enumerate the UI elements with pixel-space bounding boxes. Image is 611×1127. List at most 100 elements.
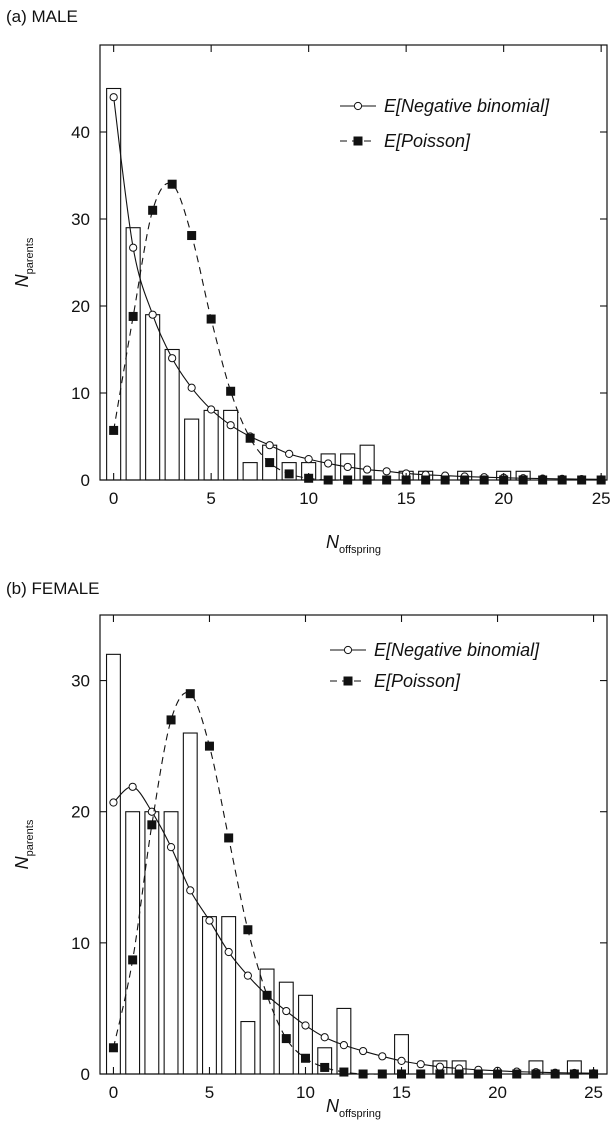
negative-binomial-point [382, 467, 391, 476]
x-axis-label: Noffspring [326, 532, 381, 556]
poisson-point [128, 311, 138, 321]
negative-binomial-point [304, 455, 313, 464]
negative-binomial-point [109, 93, 118, 102]
y-tick-label: 0 [81, 1065, 90, 1084]
poisson-point [245, 433, 255, 443]
poisson-point [166, 715, 176, 725]
negative-binomial-point [435, 1062, 445, 1071]
panel-title: (b) FEMALE [6, 579, 100, 598]
histogram-bar [105, 653, 121, 1075]
y-tick-label: 10 [71, 384, 90, 403]
negative-binomial-point [224, 947, 233, 957]
negative-binomial-point [324, 459, 333, 468]
y-tick-label: 10 [71, 934, 90, 953]
x-tick-label: 5 [205, 1083, 214, 1102]
histogram-bar [145, 314, 161, 481]
x-tick-label: 20 [488, 1083, 507, 1102]
negative-binomial-point [187, 383, 196, 392]
x-tick-label: 0 [109, 489, 118, 508]
histogram-bar [240, 1020, 256, 1075]
x-tick-label: 25 [584, 1083, 603, 1102]
poisson-point [284, 469, 294, 479]
negative-binomial-point [166, 843, 176, 852]
histogram-bar [144, 811, 160, 1075]
x-axis-label: Noffspring [326, 1096, 381, 1120]
poisson-point [262, 990, 272, 1000]
poisson-point [339, 1067, 349, 1077]
poisson-point [281, 1034, 291, 1044]
histogram-bar [223, 409, 239, 481]
x-tick-label: 15 [392, 1083, 411, 1102]
legend-label-negative-binomial: E[Negative binomial] [384, 96, 550, 116]
plot-frame [99, 614, 608, 1075]
poisson-point [243, 925, 253, 935]
x-tick-label: 5 [206, 489, 215, 508]
legend: E[Negative binomial] E[Poisson] [340, 96, 550, 151]
negative-binomial-point [339, 1041, 348, 1050]
poisson-point [147, 820, 157, 830]
negative-binomial-point [343, 462, 352, 472]
y-tick-label: 30 [71, 210, 90, 229]
y-tick-label: 30 [71, 672, 90, 691]
legend-marker-poisson [343, 676, 353, 686]
negative-binomial-point [226, 421, 235, 430]
legend-label-poisson: E[Poisson] [374, 671, 461, 691]
histogram-bar [203, 409, 219, 481]
histogram-bar [164, 348, 180, 481]
poisson-point [320, 1062, 330, 1072]
negative-binomial-point [378, 1052, 387, 1061]
negative-binomial-point [265, 441, 274, 450]
negative-binomial-point [128, 782, 137, 791]
x-tick-label: 10 [299, 489, 318, 508]
chart-panel-male: (a) MALE 0 5 10 15 20 25 0 10 20 30 40 Noffspring Npa… [6, 7, 611, 556]
poisson-point [128, 955, 138, 965]
legend-marker-poisson [353, 136, 363, 146]
histogram-bar [259, 968, 275, 1075]
histogram-bar [278, 981, 294, 1075]
negative-binomial-point [207, 405, 216, 414]
histogram-bar [184, 418, 200, 481]
histogram-bar [106, 87, 122, 481]
poisson-point [167, 179, 177, 189]
y-tick-label: 20 [71, 803, 90, 822]
negative-binomial-point [320, 1033, 329, 1042]
plot-frame [99, 44, 608, 481]
histogram-bar [125, 227, 141, 481]
negative-binomial-point [243, 971, 252, 980]
legend-label-negative-binomial: E[Negative binomial] [374, 640, 540, 660]
x-tick-label: 10 [296, 1083, 315, 1102]
negative-binomial-point [186, 886, 195, 895]
x-tick-label: 25 [592, 489, 611, 508]
poisson-point [206, 314, 216, 324]
poisson-point [265, 458, 275, 468]
poisson-point [224, 833, 234, 843]
histogram-bar [359, 444, 375, 481]
negative-binomial-point [416, 1060, 425, 1069]
negative-binomial-point [301, 1021, 310, 1030]
y-tick-label: 20 [71, 297, 90, 316]
panel-title: (a) MALE [6, 7, 78, 26]
histogram-bar [242, 462, 258, 481]
poisson-point [300, 1053, 310, 1063]
legend-label-poisson: E[Poisson] [384, 131, 471, 151]
negative-binomial-point [397, 1056, 406, 1065]
histogram-bar [221, 916, 237, 1075]
y-tick-label: 0 [81, 471, 90, 490]
y-tick-label: 40 [71, 123, 90, 142]
negative-binomial-point [147, 807, 156, 816]
legend: E[Negative binomial] E[Poisson] [330, 640, 540, 691]
poisson-point [185, 689, 195, 699]
negative-binomial-point [285, 449, 294, 458]
legend-marker-negative-binomial [343, 645, 353, 655]
negative-binomial-point [148, 310, 157, 319]
poisson-point [148, 205, 158, 215]
legend-marker-negative-binomial [353, 101, 363, 111]
x-tick-label: 15 [397, 489, 416, 508]
poisson-point [109, 425, 119, 435]
y-axis-label: Nparents [12, 237, 36, 287]
poisson-point [204, 741, 214, 751]
poisson-point [108, 1043, 118, 1053]
poisson-point [226, 386, 236, 396]
histogram-bar [125, 811, 141, 1075]
